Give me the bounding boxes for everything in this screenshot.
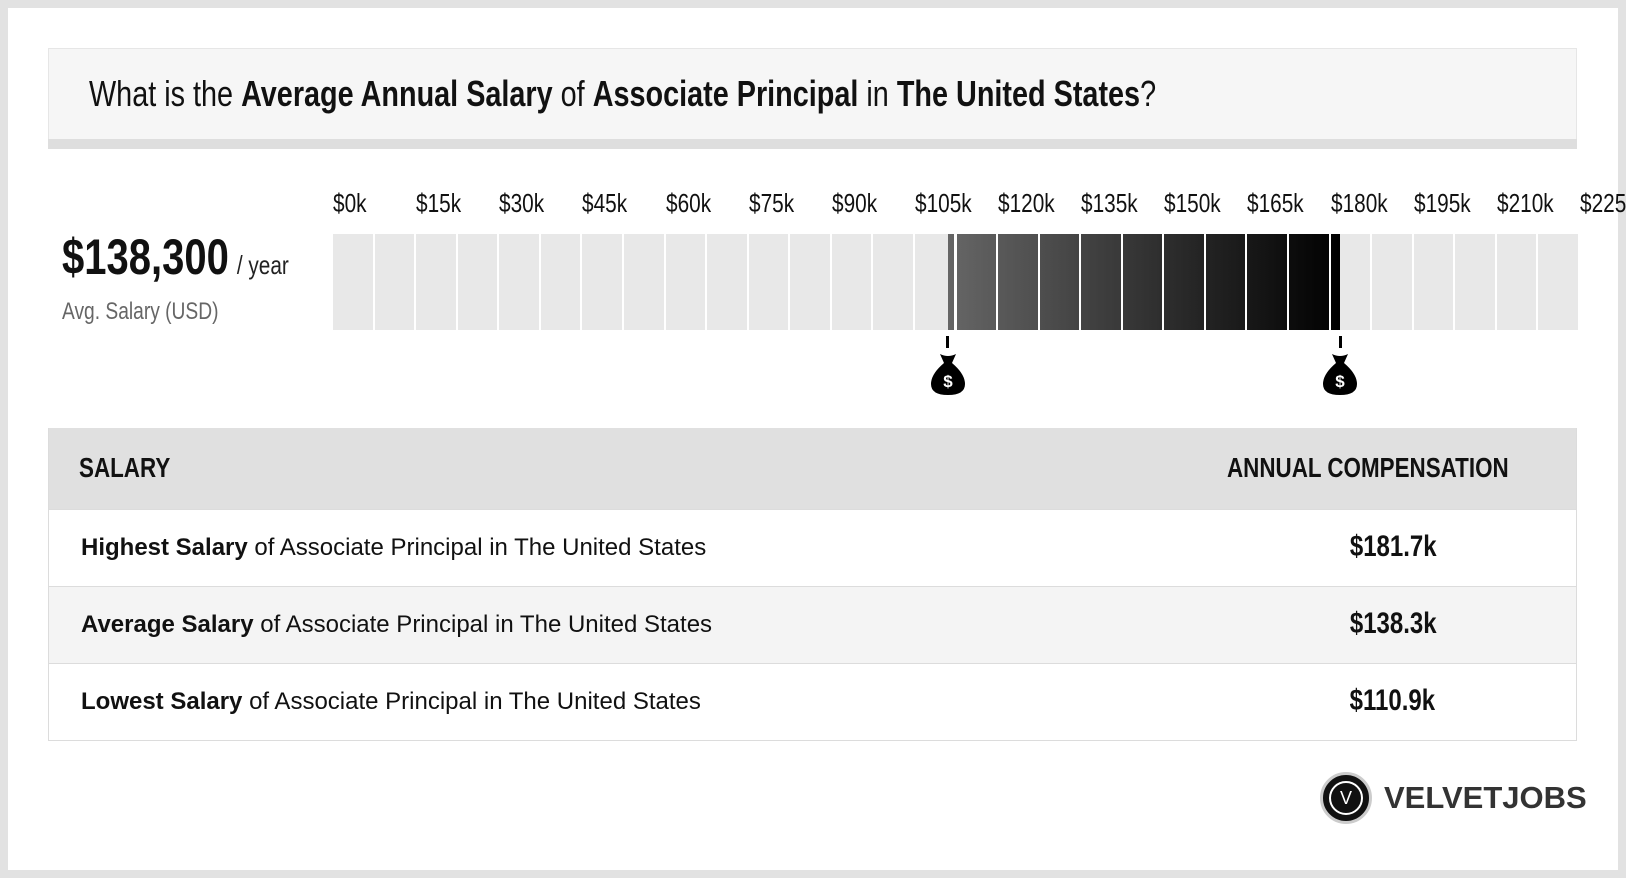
range-marker: $ [928,336,968,401]
column-header-compensation: ANNUAL COMPENSATION [1227,452,1509,483]
bar-segment [623,234,664,330]
money-bag-icon: $ [930,354,965,395]
bar-segment-range [1289,234,1329,330]
salary-table: SALARY ANNUAL COMPENSATION Highest Salar… [48,428,1577,741]
row-label: of Associate Principal in The United Sta… [247,534,707,561]
bar-segment [457,234,498,330]
title-text: What is the [89,73,242,114]
bar-segment [748,234,789,330]
bar-segment [374,234,415,330]
tick-label: $135k [1081,188,1138,218]
tick-label: $120k [998,188,1055,218]
axis-tick-labels: $0k $15k $30k $45k $60k $75k $90k $105k $120k $13… [333,188,1626,222]
bar-segment-range [1247,234,1288,330]
average-salary: $138,300/ year [62,228,346,286]
bar-segment [914,234,948,330]
marker-line [1338,336,1342,348]
table-row: Lowest Salary of Associate Principal in … [49,663,1576,740]
velvetjobs-logo: V VELVETJOBS [1320,770,1587,826]
title-text: ? [1140,73,1157,114]
tick-label: $195k [1413,188,1471,218]
bar-segment [790,234,830,330]
tick-label: $75k [748,188,794,218]
bar-segment [499,234,539,330]
logo-text: VELVETJOBS [1384,780,1587,815]
bar-segment-range [1081,234,1121,330]
salary-range-bar [333,234,1580,330]
bar-segment [665,234,706,330]
bar-segment-range [1039,234,1080,330]
title-text: of [552,73,593,114]
logo-icon: V [1320,772,1372,824]
tick-label: $60k [665,188,711,218]
bar-segment [1413,234,1454,330]
bar-segment-range [947,234,955,330]
tick-label: $0k [333,188,367,218]
range-marker: $ [1320,336,1360,401]
row-value: $181.7k [1349,530,1437,563]
bar-segment [1496,234,1537,330]
bar-segment-range [1330,234,1340,330]
bar-segment [873,234,913,330]
page-title: What is the Average Annual Salary of Ass… [89,73,1423,115]
bar-segment [707,234,747,330]
tick-label: $210k [1496,188,1554,218]
tick-label: $15k [416,188,462,218]
row-value: $138.3k [1349,607,1437,640]
row-label: of Associate Principal in The United Sta… [253,611,713,638]
tick-label: $180k [1330,188,1388,218]
table-row: Highest Salary of Associate Principal in… [49,509,1576,586]
bar-segment [1538,234,1578,330]
tick-label: $165k [1247,188,1305,218]
tick-label: $90k [831,188,877,218]
row-value: $110.9k [1349,684,1436,717]
salary-period: / year [236,250,289,280]
bar-segment [1372,234,1412,330]
svg-text:$: $ [1335,372,1345,391]
money-bag-icon: $ [1323,354,1358,395]
title-bold: Associate Principal [592,73,859,114]
tick-label: $150k [1164,188,1222,218]
title-text: in [858,73,897,114]
bar-segment [1455,234,1495,330]
title-bold: The United States [896,73,1141,114]
bar-segment [333,234,373,330]
bar-segment-range [1205,234,1246,330]
row-label-bold: Average Salary [81,611,254,638]
marker-line [946,336,950,348]
bar-segment-range [998,234,1038,330]
header-divider [48,139,1577,149]
salary-caption: Avg. Salary (USD) [62,298,219,325]
row-label-bold: Lowest Salary [81,688,243,715]
bar-segment [831,234,872,330]
tick-label: $30k [499,188,545,218]
column-header-salary: SALARY [79,452,171,483]
row-label-bold: Highest Salary [81,534,248,561]
svg-text:$: $ [943,372,953,391]
bar-segment [416,234,456,330]
bar-segment [540,234,581,330]
salary-amount: $138,300 [62,229,229,285]
bar-segment-range [1164,234,1204,330]
title-box: What is the Average Annual Salary of Ass… [48,48,1577,139]
tick-label: $105k [914,188,972,218]
row-label: of Associate Principal in The United Sta… [242,688,701,715]
bar-segment [1340,234,1371,330]
tick-label: $45k [582,188,628,218]
table-row: Average Salary of Associate Principal in… [49,586,1576,663]
bar-segment-range [956,234,997,330]
bar-segment-range [1122,234,1163,330]
title-bold: Average Annual Salary [241,73,553,114]
bar-segment [582,234,622,330]
table-header: SALARY ANNUAL COMPENSATION [49,428,1576,509]
tick-label: $225k+ [1580,188,1626,218]
